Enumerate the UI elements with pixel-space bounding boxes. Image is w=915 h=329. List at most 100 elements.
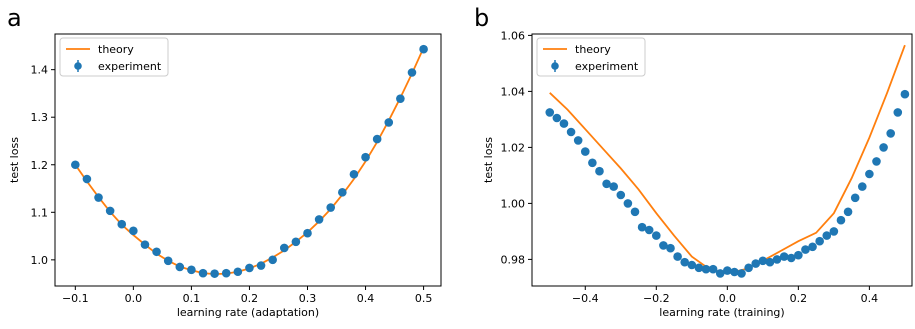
x-tick-label: −0.2	[643, 292, 670, 305]
panel-a: a −0.1 0.0 0.1 0.2 0.3 0.4 0.5 1.0 1.1 1.2 1.3 1.4 le…	[7, 4, 442, 319]
x-tick-label: 0.2	[790, 292, 808, 305]
experiment-point	[588, 158, 597, 168]
theory-line	[549, 44, 906, 275]
plot-area	[71, 44, 428, 278]
legend: theory experiment	[536, 37, 646, 77]
y-tick-label: 1.2	[31, 159, 49, 172]
experiment-point	[545, 108, 555, 117]
experiment-point	[872, 157, 881, 166]
legend-box	[536, 37, 646, 77]
experiment-point	[361, 152, 370, 162]
experiment-point	[765, 257, 775, 267]
x-tick-label: 0.3	[299, 292, 317, 305]
experiment-point	[772, 255, 782, 264]
experiment-point	[396, 94, 405, 103]
experiment-point	[815, 236, 824, 246]
legend-box	[59, 37, 169, 77]
experiment-point	[152, 247, 161, 257]
y-tick-label: 1.3	[31, 111, 49, 124]
experiment-point	[659, 241, 668, 250]
experiment-point	[786, 253, 796, 263]
y-axis-label: test loss	[482, 137, 495, 183]
panel-label: b	[474, 4, 489, 32]
axes-frame	[531, 33, 913, 287]
x-tick-label: 0.4	[357, 292, 375, 305]
y-tick-label: 1.1	[31, 206, 49, 219]
experiment-point	[233, 267, 243, 277]
experiment-point	[836, 215, 846, 225]
y-tick-label: 1.06	[501, 29, 526, 42]
experiment-point	[140, 240, 150, 249]
x-tick-label: −0.1	[62, 292, 89, 305]
experiment-point	[730, 267, 739, 277]
experiment-point	[595, 166, 604, 176]
experiment-point	[326, 203, 336, 212]
x-tick-label: 0.4	[861, 292, 879, 305]
experiment-point	[886, 129, 895, 138]
experiment-point	[407, 68, 417, 77]
experiment-point	[163, 256, 173, 266]
panel-label: a	[7, 4, 22, 32]
plot-area	[545, 44, 910, 278]
experiment-point	[559, 119, 569, 128]
experiment-point	[580, 147, 590, 156]
y-tick-label: 0.98	[501, 253, 526, 266]
x-tick-label: 0.5	[415, 292, 433, 305]
x-tick-label: 0.2	[241, 292, 259, 305]
legend-experiment-swatch	[551, 62, 559, 70]
experiment-point	[893, 108, 903, 117]
x-tick-label: 0.0	[125, 292, 143, 305]
experiment-point	[794, 250, 803, 260]
experiment-point	[737, 269, 746, 278]
y-tick-label: 1.0	[31, 254, 49, 267]
experiment-point	[129, 226, 138, 236]
experiment-point	[338, 188, 347, 197]
experiment-point	[687, 260, 697, 270]
experiment-point	[637, 222, 647, 232]
experiment-point	[268, 255, 277, 265]
legend-experiment-swatch	[74, 62, 82, 70]
experiment-point	[708, 264, 718, 274]
experiment-point	[843, 207, 853, 217]
experiment-point	[105, 206, 115, 216]
axes-frame	[54, 33, 442, 287]
experiment-point	[221, 268, 231, 278]
experiment-point	[822, 231, 832, 240]
experiment-point	[609, 182, 618, 191]
theory-line	[74, 47, 425, 276]
experiment-point	[175, 262, 185, 272]
experiment-point	[82, 174, 92, 184]
x-tick-label: 0.1	[183, 292, 201, 305]
experiment-point	[694, 263, 704, 273]
y-tick-label: 1.04	[501, 85, 526, 98]
experiment-point	[850, 193, 860, 203]
experiment-point	[384, 118, 394, 127]
experiment-point	[715, 269, 725, 278]
experiment-point	[779, 252, 789, 261]
experiment-point	[71, 160, 80, 170]
y-tick-label: 1.4	[31, 64, 49, 77]
experiment-point	[680, 257, 690, 267]
experiment-point	[291, 237, 301, 247]
experiment-point	[723, 266, 732, 275]
experiment-point	[879, 143, 888, 152]
experiment-point	[808, 242, 817, 252]
x-axis-label: learning rate (adaptation)	[177, 306, 319, 319]
experiment-point	[751, 259, 761, 268]
experiment-point	[419, 44, 428, 54]
experiment-point	[372, 134, 382, 144]
experiment-point	[623, 199, 633, 208]
experiment-point	[701, 264, 711, 274]
experiment-point	[616, 190, 626, 200]
experiment-point	[94, 193, 103, 202]
experiment-point	[314, 215, 324, 224]
x-tick-label: 0.0	[719, 292, 737, 305]
experiment-point	[744, 263, 753, 273]
experiment-point	[666, 243, 675, 253]
experiment-point	[900, 89, 910, 99]
experiment-point	[187, 265, 196, 275]
experiment-point	[801, 245, 810, 254]
experiment-point	[573, 136, 583, 145]
panel-b: b −0.4 −0.2 0.0 0.2 0.4 0.98 1.00 1.02 1.04 1.06 le…	[474, 4, 913, 319]
experiment-point	[644, 225, 654, 235]
